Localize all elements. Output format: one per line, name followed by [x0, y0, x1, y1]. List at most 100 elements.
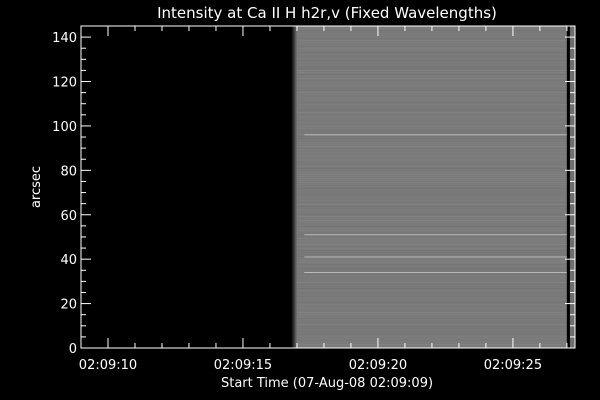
- signal-row-stripe: [297, 104, 567, 105]
- signal-row-stripe: [297, 182, 567, 183]
- signal-row-stripe: [297, 298, 567, 299]
- signal-row-stripe: [297, 66, 567, 67]
- signal-row-stripe: [297, 326, 567, 327]
- signal-row-stripe: [297, 330, 567, 331]
- signal-row-stripe: [297, 50, 567, 51]
- signal-row-stripe: [297, 320, 567, 321]
- signal-row-stripe: [297, 120, 567, 121]
- x-tick-label: 02:09:10: [79, 358, 137, 373]
- signal-row-stripe: [297, 220, 567, 221]
- signal-row-stripe: [297, 292, 567, 293]
- signal-row-stripe: [297, 150, 567, 151]
- y-tick-label: 0: [69, 342, 77, 357]
- signal-row-stripe: [297, 138, 567, 139]
- signal-row-stripe: [297, 262, 567, 263]
- x-tick-label: 02:09:25: [484, 358, 542, 373]
- y-tick-label: 120: [52, 76, 77, 91]
- signal-row-stripe: [297, 122, 567, 123]
- intensity-image: [81, 26, 575, 348]
- signal-row-stripe: [297, 68, 567, 69]
- signal-row-stripe: [297, 72, 567, 73]
- signal-row-stripe: [297, 248, 567, 249]
- signal-row-stripe: [297, 76, 567, 77]
- signal-row-stripe: [297, 172, 567, 173]
- signal-row-stripe: [297, 274, 567, 275]
- signal-row-stripe: [297, 238, 567, 239]
- signal-row-stripe: [297, 158, 567, 159]
- signal-row-stripe: [297, 304, 567, 305]
- signal-row-stripe: [297, 116, 567, 117]
- signal-row-stripe: [297, 208, 567, 209]
- signal-row-stripe: [297, 218, 567, 219]
- signal-row-stripe: [297, 250, 567, 251]
- signal-row-stripe: [297, 38, 567, 39]
- signal-row-stripe: [297, 184, 567, 185]
- signal-row-stripe: [297, 226, 567, 227]
- signal-row-stripe: [297, 198, 567, 199]
- signal-row-stripe: [297, 56, 567, 57]
- signal-row-stripe: [297, 74, 567, 75]
- signal-row-stripe: [297, 308, 567, 309]
- signal-row-stripe: [297, 160, 567, 161]
- signal-row-stripe: [297, 128, 567, 129]
- signal-row-stripe: [297, 46, 567, 47]
- signal-row-stripe: [297, 84, 567, 85]
- signal-row-stripe: [297, 114, 567, 115]
- signal-row-stripe: [297, 242, 567, 243]
- signal-row-stripe: [297, 180, 567, 181]
- bright-row: [304, 256, 567, 258]
- signal-row-stripe: [297, 154, 567, 155]
- signal-row-stripe: [297, 118, 567, 119]
- signal-row-stripe: [297, 132, 567, 133]
- signal-row-stripe: [297, 148, 567, 149]
- signal-row-stripe: [297, 268, 567, 269]
- y-tick-label: 80: [60, 164, 77, 179]
- signal-row-stripe: [297, 62, 567, 63]
- signal-row-stripe: [297, 48, 567, 49]
- signal-row-stripe: [297, 194, 567, 195]
- signal-row-stripe: [297, 36, 567, 37]
- y-tick-label: 100: [52, 120, 77, 135]
- signal-row-stripe: [297, 80, 567, 81]
- signal-row-stripe: [297, 192, 567, 193]
- signal-row-stripe: [297, 216, 567, 217]
- signal-row-stripe: [297, 258, 567, 259]
- signal-row-stripe: [297, 110, 567, 111]
- signal-row-stripe: [297, 94, 567, 95]
- signal-row-stripe: [297, 82, 567, 83]
- signal-row-stripe: [297, 40, 567, 41]
- signal-row-stripe: [297, 100, 567, 101]
- signal-row-stripe: [297, 90, 567, 91]
- y-axis: 0 20 40 60 80 100 120 140: [52, 31, 575, 357]
- signal-row-stripe: [297, 126, 567, 127]
- signal-row-stripe: [297, 166, 567, 167]
- signal-row-stripe: [297, 340, 567, 341]
- signal-row-stripe: [297, 314, 567, 315]
- signal-leading-edge: [291, 26, 298, 348]
- signal-row-stripe: [297, 260, 567, 261]
- signal-row-stripe: [297, 108, 567, 109]
- signal-row-stripe: [297, 338, 567, 339]
- signal-row-stripe: [297, 312, 567, 313]
- signal-row-stripe: [297, 230, 567, 231]
- signal-row-stripe: [297, 32, 567, 33]
- signal-row-stripe: [297, 140, 567, 141]
- y-tick-label: 60: [60, 209, 77, 224]
- signal-row-stripe: [297, 310, 567, 311]
- signal-row-stripe: [297, 278, 567, 279]
- signal-row-stripe: [297, 324, 567, 325]
- signal-row-stripe: [297, 318, 567, 319]
- signal-row-stripe: [297, 58, 567, 59]
- signal-row-stripe: [297, 252, 567, 253]
- signal-row-stripe: [297, 52, 567, 53]
- bright-row: [304, 271, 567, 273]
- signal-row-stripe: [297, 168, 567, 169]
- signal-row-stripe: [297, 92, 567, 93]
- scan-end-column: [569, 26, 575, 348]
- signal-row-stripe: [297, 96, 567, 97]
- signal-row-stripe: [297, 240, 567, 241]
- signal-row-stripe: [297, 196, 567, 197]
- signal-row-stripe: [297, 112, 567, 113]
- bright-row: [304, 234, 567, 236]
- signal-row-stripe: [297, 200, 567, 201]
